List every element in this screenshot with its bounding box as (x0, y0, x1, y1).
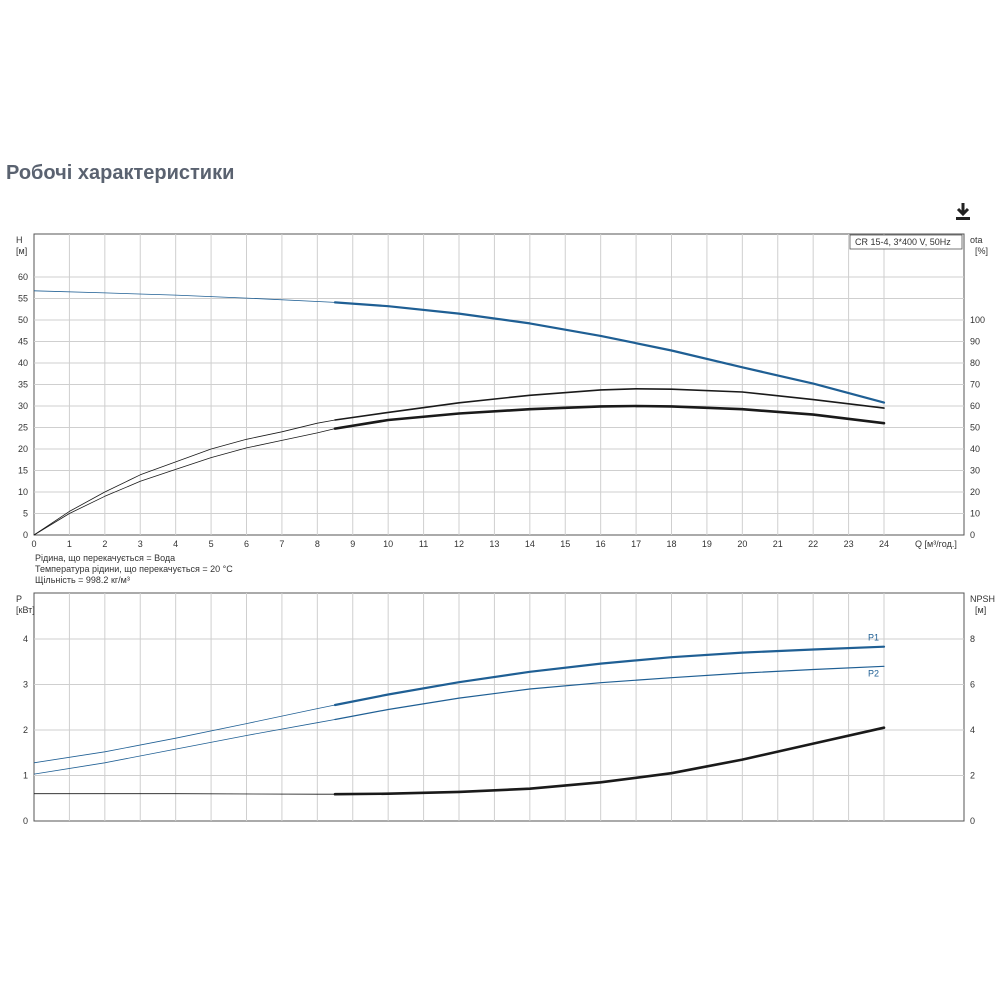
bottom-y-tick-label: 3 (23, 680, 28, 690)
top-y-right-tick-label: 90 (970, 337, 980, 347)
top-x-tick-label: 12 (454, 539, 464, 549)
top-y-right-unit: [%] (975, 246, 988, 256)
top-y-tick-label: 20 (18, 444, 28, 454)
top-y-label: H (16, 235, 23, 245)
top-x-tick-label: 16 (596, 539, 606, 549)
top-x-tick-label: 18 (666, 539, 676, 549)
bottom-y-right-tick-label: 0 (970, 816, 975, 826)
top-x-tick-label: 9 (350, 539, 355, 549)
top-x-tick-label: 3 (138, 539, 143, 549)
top-series-2-line (333, 404, 886, 430)
fluid-note: Рідина, що перекачується = Вода (35, 553, 175, 563)
bottom-y-right-tick-label: 4 (970, 725, 975, 735)
top-series-2-line-thin (33, 428, 336, 536)
bottom-y-right-tick-label: 2 (970, 771, 975, 781)
top-x-tick-label: 14 (525, 539, 535, 549)
top-x-tick-label: 0 (31, 539, 36, 549)
top-x-tick-label: 15 (560, 539, 570, 549)
bottom-y-tick-label: 1 (23, 771, 28, 781)
top-series-0-line-thin (33, 290, 336, 303)
download-icon[interactable] (954, 202, 972, 222)
top-x-tick-label: 6 (244, 539, 249, 549)
top-y-tick-label: 35 (18, 380, 28, 390)
top-y-right-tick-label: 40 (970, 444, 980, 454)
bottom-npsh-line-thin (34, 793, 335, 795)
top-x-label: Q [м³/год.] (915, 539, 957, 549)
bottom-p2-series-label: P2 (868, 668, 879, 678)
top-x-tick-label: 1 (67, 539, 72, 549)
bottom-plot-frame (33, 592, 965, 822)
top-y-tick-label: 10 (18, 487, 28, 497)
bottom-p1-line-thin (33, 704, 336, 764)
bottom-y-tick-label: 0 (23, 816, 28, 826)
top-y-tick-label: 60 (18, 272, 28, 282)
top-y-right-tick-label: 30 (970, 466, 980, 476)
bottom-y-label: P (16, 594, 22, 604)
top-y-tick-label: 50 (18, 315, 28, 325)
top-y-tick-label: 25 (18, 423, 28, 433)
bottom-p2-line (334, 665, 885, 721)
top-x-tick-label: 17 (631, 539, 641, 549)
bottom-y-right-tick-label: 6 (970, 680, 975, 690)
top-x-tick-label: 11 (419, 539, 428, 549)
top-x-tick-label: 22 (808, 539, 818, 549)
top-y-tick-label: 0 (23, 530, 28, 540)
top-series-1-line (334, 388, 885, 421)
bottom-y-tick-label: 2 (23, 725, 28, 735)
top-y-right-tick-label: 100 (970, 315, 985, 325)
top-y-tick-label: 55 (18, 294, 28, 304)
top-y-right-tick-label: 10 (970, 509, 980, 519)
top-x-tick-label: 20 (737, 539, 747, 549)
top-y-right-tick-label: 70 (970, 380, 980, 390)
top-x-tick-label: 19 (702, 539, 712, 549)
top-x-tick-label: 13 (489, 539, 499, 549)
bottom-y-right-unit: [м] (975, 605, 986, 615)
page-title: Робочі характеристики (6, 162, 235, 184)
top-y-unit: [м] (16, 246, 27, 256)
bottom-p1-series-label: P1 (868, 633, 879, 643)
top-x-tick-label: 21 (773, 539, 783, 549)
legend-text: CR 15-4, 3*400 V, 50Hz (855, 237, 951, 247)
bottom-y-right-label: NPSH (970, 594, 995, 604)
top-x-tick-label: 4 (173, 539, 178, 549)
top-x-tick-label: 7 (279, 539, 284, 549)
top-y-right-tick-label: 20 (970, 487, 980, 497)
bottom-p1-line (333, 645, 886, 707)
top-x-tick-label: 8 (315, 539, 320, 549)
top-y-tick-label: 5 (23, 509, 28, 519)
top-series-1-line-thin (33, 419, 336, 536)
top-y-right-tick-label: 60 (970, 401, 980, 411)
bottom-y-unit: [кВт] (16, 605, 35, 615)
top-y-right-label: ota (970, 235, 983, 245)
top-x-tick-label: 5 (209, 539, 214, 549)
top-y-tick-label: 15 (18, 466, 28, 476)
top-y-tick-label: 30 (18, 401, 28, 411)
fluid-note: Щільність = 998.2 кг/м³ (35, 575, 130, 585)
bottom-npsh-line (333, 726, 886, 796)
legend-box (849, 234, 963, 250)
top-y-tick-label: 40 (18, 358, 28, 368)
top-y-right-tick-label: 80 (970, 358, 980, 368)
bottom-p2-line-thin (33, 719, 336, 775)
top-y-right-tick-label: 0 (970, 530, 975, 540)
top-x-tick-label: 2 (102, 539, 107, 549)
top-y-right-tick-label: 50 (970, 423, 980, 433)
top-series-0-line (333, 301, 886, 404)
bottom-y-right-tick-label: 8 (970, 634, 975, 644)
top-y-tick-label: 45 (18, 337, 28, 347)
top-x-tick-label: 10 (383, 539, 393, 549)
top-x-tick-label: 23 (844, 539, 854, 549)
bottom-y-tick-label: 4 (23, 634, 28, 644)
fluid-note: Температура рідини, що перекачується = 2… (35, 564, 233, 574)
top-x-tick-label: 24 (879, 539, 889, 549)
